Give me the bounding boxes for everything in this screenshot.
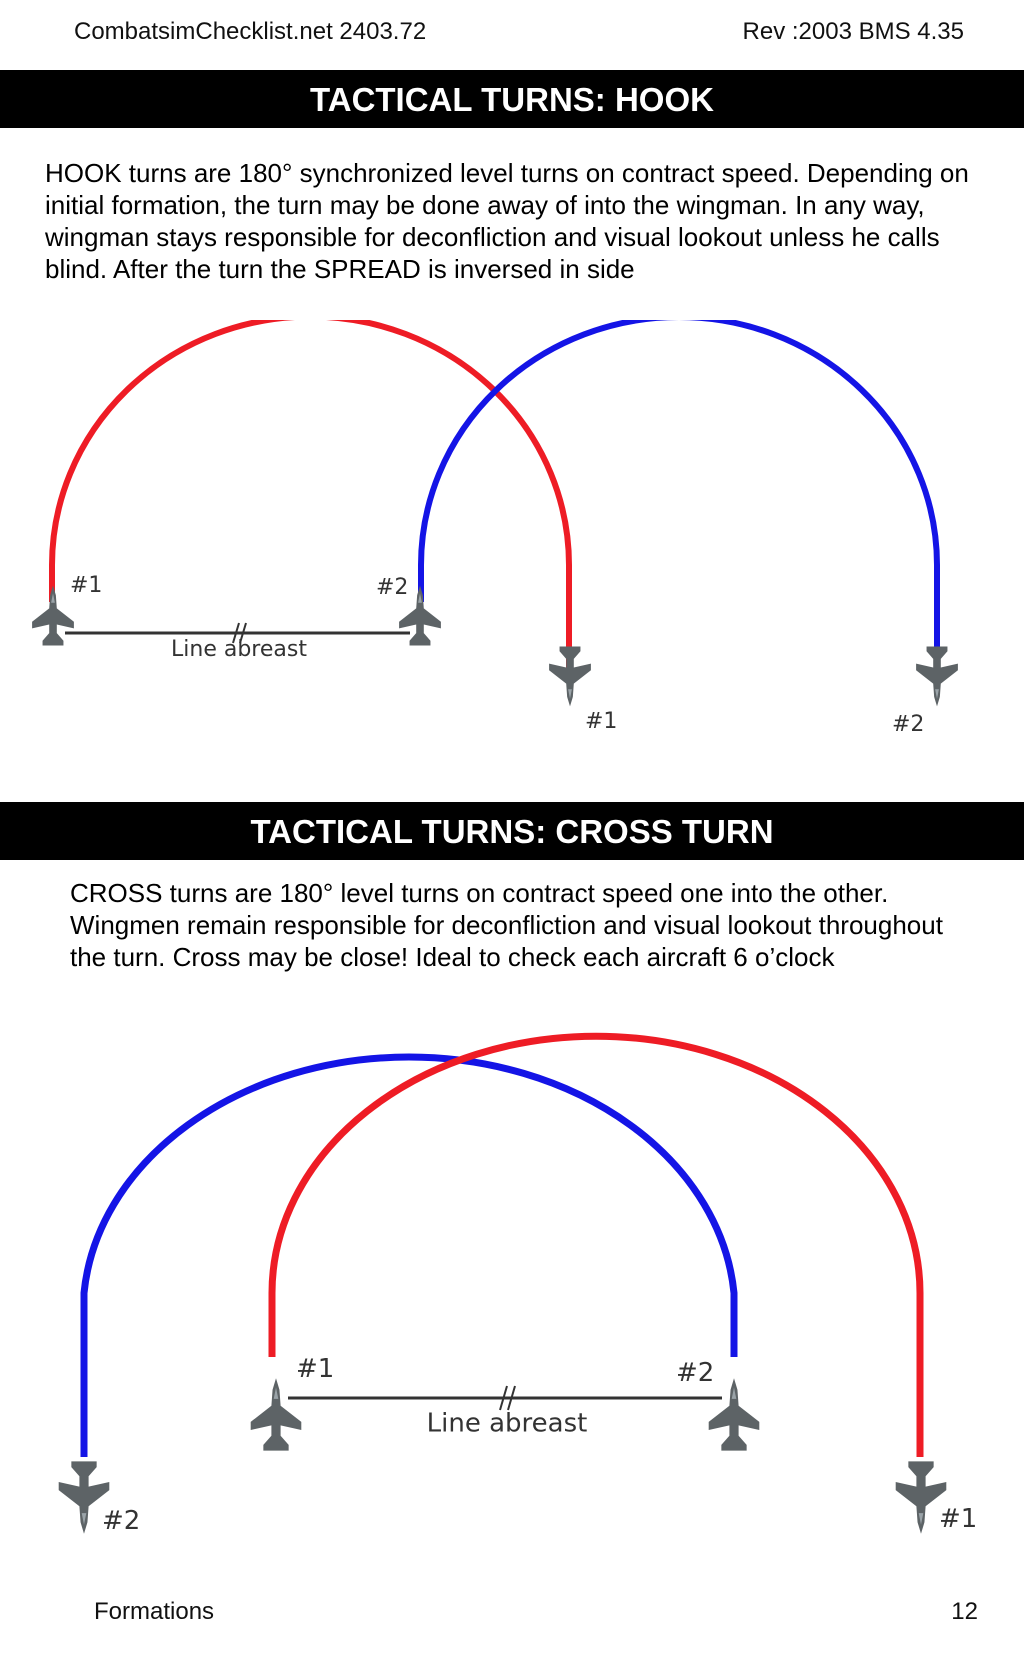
hook-description: HOOK turns are 180° synchronized level t… [45, 158, 969, 284]
lead-turn-path [268, 1032, 924, 1457]
wingman-turn-path [418, 320, 940, 675]
cross-start-label-1: #1 [296, 1354, 334, 1384]
line-abreast-tick [499, 1385, 508, 1411]
wingman-turn-path [80, 1053, 738, 1457]
aircraft-lead-start-icon [250, 1378, 302, 1451]
cross-diagram: #1 #2 Line abreast #2 #1 [58, 1032, 977, 1536]
line-abreast-tick [239, 622, 247, 644]
line-abreast-tick [507, 1385, 516, 1411]
line-abreast-tick [232, 622, 240, 644]
aircraft-wing-start-icon [708, 1378, 760, 1451]
hook-end-label-1: #1 [585, 709, 617, 734]
lead-turn-path [49, 320, 572, 675]
cross-end-label-1: #1 [939, 1504, 977, 1534]
hook-end-label-2: #2 [892, 712, 924, 737]
hook-line-abreast-label: Line abreast [171, 637, 307, 662]
hook-section-title: TACTICAL TURNS: HOOK [0, 70, 1024, 128]
cross-description: CROSS turns are 180° level turns on cont… [70, 878, 943, 972]
aircraft-lead-end-icon [549, 646, 591, 707]
aircraft-lead-start-icon [32, 585, 74, 646]
hook-start-label-2: #2 [376, 575, 408, 600]
cross-section-title: TACTICAL TURNS: CROSS TURN [0, 802, 1024, 860]
cross-start-label-2: #2 [676, 1358, 714, 1388]
page-number: 12 [951, 1598, 978, 1625]
cross-line-abreast-label: Line abreast [427, 1409, 588, 1439]
cross-end-label-2: #2 [102, 1506, 140, 1536]
document-id: CombatsimChecklist.net 2403.72 [74, 18, 427, 45]
hook-diagram: #1 #2 Line abreast #1 #2 [32, 320, 958, 737]
section-name: Formations [94, 1598, 215, 1625]
hook-start-label-1: #1 [70, 573, 102, 598]
revision-label: Rev :2003 BMS 4.35 [742, 18, 964, 45]
aircraft-wing-end-icon [916, 646, 958, 707]
